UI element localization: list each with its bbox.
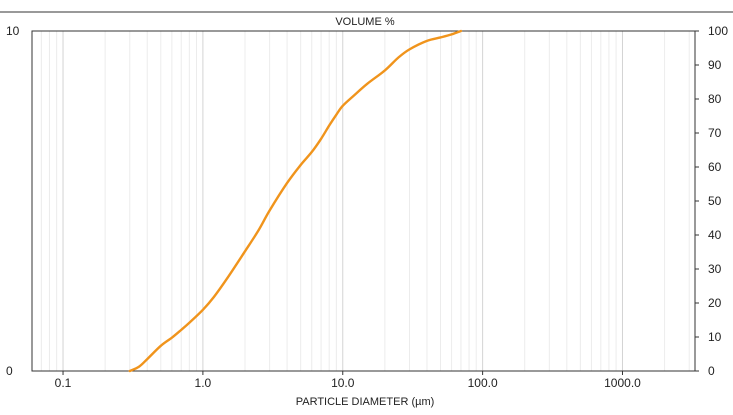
right-y-tick-label: 30 [708, 262, 722, 276]
cumulative-volume-line [128, 29, 463, 373]
x-axis-label: PARTICLE DIAMETER (µm) [296, 396, 435, 408]
left-y-tick-label: 10 [6, 24, 20, 38]
chart-title: VOLUME % [335, 16, 395, 28]
right-y-tick-label: 80 [708, 92, 722, 106]
right-y-tick-label: 40 [708, 228, 722, 242]
right-y-tick-label: 0 [708, 364, 715, 378]
right-y-tick-label: 50 [708, 194, 722, 208]
right-y-tick-label: 20 [708, 296, 722, 310]
x-axis-ticks: 0.1 1.0 10.0 100.0 1000.0 [55, 371, 641, 390]
x-tick-label: 0.1 [55, 376, 72, 390]
right-y-tick-label: 70 [708, 126, 722, 140]
right-y-tick-label: 60 [708, 160, 722, 174]
grid-lines [40, 31, 690, 371]
x-tick-label: 1.0 [195, 376, 212, 390]
x-tick-label: 100.0 [468, 376, 498, 390]
left-y-axis-ticks: 0 10 [6, 24, 20, 378]
right-y-axis-ticks: 0 10 20 30 40 50 60 70 80 90 100 [695, 24, 728, 378]
plot-area-frame [31, 30, 696, 372]
right-y-tick-label: 100 [708, 24, 728, 38]
right-y-tick-label: 10 [708, 330, 722, 344]
x-tick-label: 10.0 [331, 376, 355, 390]
right-y-tick-label: 90 [708, 58, 722, 72]
x-tick-label: 1000.0 [604, 376, 641, 390]
left-y-tick-label: 0 [6, 364, 13, 378]
